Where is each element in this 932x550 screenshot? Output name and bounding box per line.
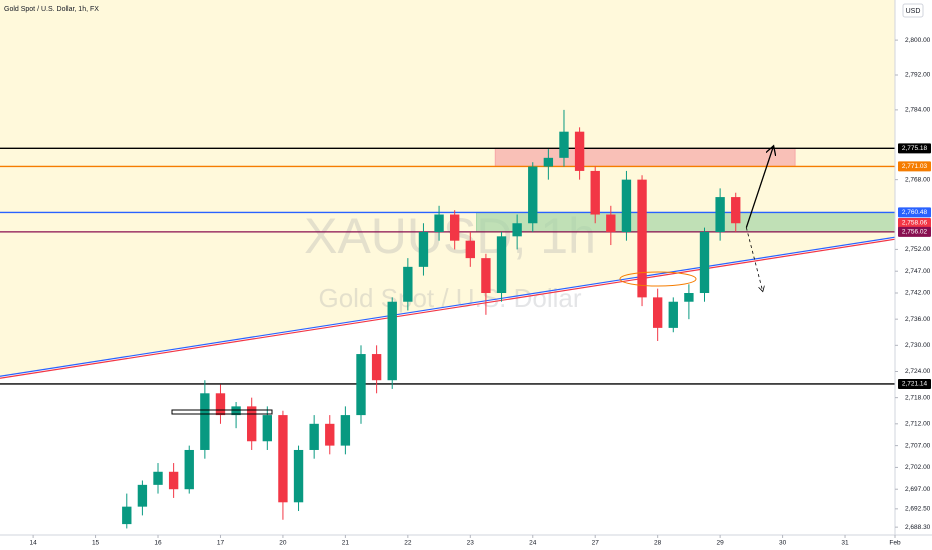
- price-label: 2,756.02: [902, 229, 928, 236]
- candle-body: [340, 415, 351, 446]
- chart-title: Gold Spot / U.S. Dollar, 1h, FX: [4, 6, 99, 13]
- candle-body: [699, 231, 710, 294]
- price-label: 2,771.03: [902, 163, 928, 170]
- y-tick-label: 2,792.00: [905, 72, 931, 79]
- candle-body: [496, 236, 507, 294]
- price-label: 2,721.14: [902, 381, 928, 388]
- price-label: 2,760.48: [902, 209, 928, 216]
- currency-box: [902, 3, 924, 18]
- y-tick-label: 2,718.00: [905, 394, 931, 401]
- y-tick-label: 2,730.00: [905, 342, 931, 349]
- x-tick-label: 30: [779, 540, 787, 547]
- candle-body: [356, 354, 366, 416]
- x-tick-label: 22: [404, 540, 412, 547]
- price-label-box: [898, 217, 931, 228]
- candle-body: [309, 423, 319, 450]
- candle-body: [122, 506, 132, 525]
- x-tick-label: 20: [279, 540, 287, 547]
- price-label-box: [898, 378, 931, 389]
- x-tick-label: 16: [154, 540, 162, 547]
- candle-body: [481, 258, 491, 294]
- x-tick-label: 21: [342, 540, 350, 547]
- y-tick-label: 2,742.00: [905, 290, 931, 297]
- x-tick-label: 24: [529, 540, 537, 547]
- trendline: [0, 236, 896, 377]
- price-label-box: [898, 161, 931, 172]
- price-axis: [895, 0, 932, 550]
- candle-body: [637, 179, 647, 298]
- highlight-area: [0, 0, 895, 377]
- candle-body: [512, 223, 522, 237]
- x-tick-label: 14: [29, 540, 37, 547]
- price-label-box: [898, 226, 931, 237]
- y-tick-label: 2,747.00: [905, 268, 931, 275]
- candle-body: [262, 415, 272, 442]
- candle-body: [184, 449, 194, 490]
- candle-body: [606, 214, 616, 232]
- zone: [494, 147, 796, 167]
- candle-body: [731, 197, 741, 224]
- x-tick-label: 28: [654, 540, 662, 547]
- candle-body: [168, 471, 179, 490]
- candle-body: [559, 131, 569, 158]
- trendline: [0, 238, 896, 379]
- candle-body: [387, 301, 397, 381]
- candle-body: [403, 266, 413, 302]
- x-tick-label: 23: [467, 540, 475, 547]
- y-tick-label: 2,724.00: [905, 368, 931, 375]
- candle-body: [652, 297, 663, 328]
- range-ellipse: [619, 271, 697, 287]
- candle-body: [528, 166, 538, 224]
- y-tick-label: 2,736.00: [905, 316, 931, 323]
- candle-body: [543, 157, 554, 167]
- y-tick-label: 2,752.00: [905, 246, 931, 253]
- price-label: 2,758.06: [902, 220, 928, 227]
- candle-body: [215, 393, 226, 416]
- y-tick-label: 2,697.00: [905, 486, 931, 493]
- candle-body: [418, 231, 429, 267]
- arrow: [745, 147, 773, 228]
- price-label: 2,775.18: [902, 145, 928, 152]
- y-tick-label: 2,702.00: [905, 464, 931, 471]
- price-label-box: [898, 143, 931, 154]
- candle-body: [153, 471, 163, 485]
- candle-body: [200, 393, 210, 450]
- y-tick-label: 2,688.30: [905, 524, 931, 531]
- candle-body: [465, 240, 475, 259]
- price-label-box: [898, 207, 931, 218]
- currency: USD: [906, 8, 921, 15]
- y-tick-label: 2,712.00: [905, 421, 931, 428]
- candle-body: [278, 415, 288, 503]
- candle-body: [231, 406, 241, 416]
- y-tick-label: 2,800.00: [905, 37, 931, 44]
- candle-body: [715, 197, 725, 232]
- x-tick-label: 15: [92, 540, 100, 547]
- candle-body: [371, 354, 382, 381]
- range-box: [171, 409, 273, 415]
- x-tick-label: 17: [217, 540, 225, 547]
- candle-body: [574, 131, 585, 171]
- candle-body: [247, 406, 257, 442]
- candle-body: [293, 449, 304, 503]
- arrow: [745, 227, 762, 291]
- candle-body: [325, 423, 335, 446]
- candle-body: [684, 293, 694, 302]
- y-tick-label: 2,692.50: [905, 506, 931, 513]
- y-tick-label: 2,707.00: [905, 442, 931, 449]
- y-tick-label: 2,768.00: [905, 176, 931, 183]
- candle-body: [621, 179, 632, 232]
- candle-body: [668, 301, 678, 328]
- candle-body: [449, 214, 460, 241]
- candle-body: [590, 170, 600, 215]
- x-tick-label: 27: [592, 540, 600, 547]
- y-tick-label: 2,784.00: [905, 107, 931, 114]
- candle-body: [434, 214, 444, 232]
- x-tick-label: 29: [717, 540, 725, 547]
- candle-body: [137, 484, 148, 507]
- x-tick-label: 31: [841, 540, 849, 547]
- zone: [476, 211, 896, 233]
- x-tick-label: Feb: [889, 540, 901, 547]
